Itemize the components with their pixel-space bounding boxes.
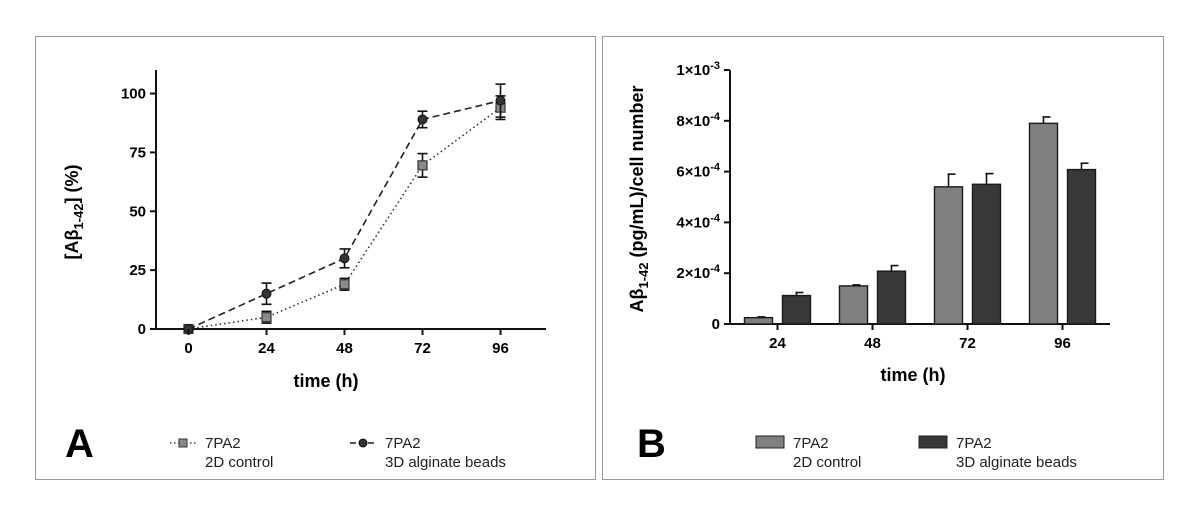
bar-0-48 — [838, 285, 869, 325]
y-tick-label: 75 — [129, 144, 146, 161]
y-tick-label: 8×10-4 — [676, 111, 720, 130]
x-tick-label: 0 — [184, 340, 192, 357]
y-axis-label-main: [Aβ — [62, 230, 82, 260]
bar-0-24 — [743, 316, 774, 325]
y-axis-label-tail: (pg/mL)/cell number — [627, 85, 647, 262]
legend: 7PA2 2D control 7PA2 3D alginate beads — [170, 435, 506, 471]
data-point-square — [261, 312, 272, 323]
bar-1-72 — [971, 183, 1002, 325]
data-point-circle — [417, 114, 428, 125]
legend-subname-3d: 3D alginate beads — [956, 454, 1077, 471]
legend-item-2d-control: 7PA2 2D control — [170, 435, 273, 471]
y-tick-label: 4×10-4 — [676, 212, 720, 231]
y-tick-label: 25 — [129, 262, 146, 279]
series-line-0 — [188, 107, 501, 330]
legend-name-3d: 7PA2 — [385, 435, 421, 452]
legend-subname-2d: 2D control — [205, 454, 273, 471]
legend-name-3d: 7PA2 — [956, 435, 992, 452]
y-tick-label: 50 — [129, 203, 146, 220]
panel-a: 0 25 50 75 100 0 24 48 72 96 time (h) [Aβ1-42] (%… — [35, 36, 596, 480]
legend-subname-3d: 3D alginate beads — [385, 454, 506, 471]
bar-0-72 — [933, 186, 964, 325]
x-tick-label: 96 — [1054, 335, 1071, 352]
x-tick-label: 24 — [258, 340, 275, 357]
y-axis-label-sub: 1-42 — [71, 203, 86, 229]
bar-1-96 — [1066, 168, 1097, 325]
data-point-circle — [339, 253, 350, 264]
y-tick-label: 6×10-4 — [676, 162, 720, 181]
bar-1-48 — [876, 270, 907, 325]
y-axis-label-main: Aβ — [627, 289, 647, 313]
legend: 7PA2 2D control 7PA2 3D alginate beads — [755, 435, 1077, 471]
x-tick-label: 24 — [769, 335, 786, 352]
line-chart: 0 25 50 75 100 0 24 48 72 96 time (h) [Aβ1-42] (%… — [62, 70, 546, 471]
y-axis-label: [Aβ1-42] (%) — [62, 164, 86, 259]
y-tick-label: 2×10-4 — [676, 263, 720, 282]
legend-item-3d-alginate: 7PA2 3D alginate beads — [918, 435, 1077, 471]
bar-1-24 — [781, 294, 812, 325]
legend-subname-2d: 2D control — [793, 454, 861, 471]
y-axis-label-sub: 1-42 — [636, 262, 651, 288]
panel-letter-b: B — [637, 422, 666, 466]
x-axis-label: time (h) — [294, 371, 359, 391]
y-tick-label: 0 — [138, 321, 146, 338]
panel-letter-a: A — [65, 422, 94, 466]
y-axis-label-tail: ] (%) — [62, 164, 82, 203]
x-tick-label: 96 — [492, 340, 509, 357]
y-axis-label: Aβ1-42 (pg/mL)/cell number — [627, 85, 651, 312]
x-tick-label: 72 — [959, 335, 976, 352]
x-axis-label: time (h) — [881, 365, 946, 385]
legend-name-2d: 7PA2 — [793, 435, 829, 452]
y-tick-label: 100 — [121, 86, 146, 103]
data-point-square — [339, 279, 350, 290]
data-point-square — [417, 160, 428, 171]
legend-item-2d-control: 7PA2 2D control — [755, 435, 861, 471]
data-point-circle — [495, 95, 506, 106]
bar-0-96 — [1028, 122, 1059, 325]
x-tick-label: 48 — [864, 335, 881, 352]
panel-b: 0 2×10-4 4×10-4 6×10-4 8×10-4 1×10-3 24 48 72 96 … — [602, 36, 1164, 480]
legend-item-3d-alginate: 7PA2 3D alginate beads — [350, 435, 506, 471]
bar-chart: 02×10-44×10-46×10-48×10-41×10-324 48 72 96 … — [627, 60, 1110, 471]
y-tick-label: 1×10-3 — [676, 60, 720, 79]
series-line-1 — [188, 99, 501, 330]
x-tick-label: 48 — [336, 340, 353, 357]
x-tick-label: 72 — [414, 340, 431, 357]
y-tick-label: 0 — [712, 316, 720, 333]
legend-name-2d: 7PA2 — [205, 435, 241, 452]
data-point-circle — [261, 288, 272, 299]
